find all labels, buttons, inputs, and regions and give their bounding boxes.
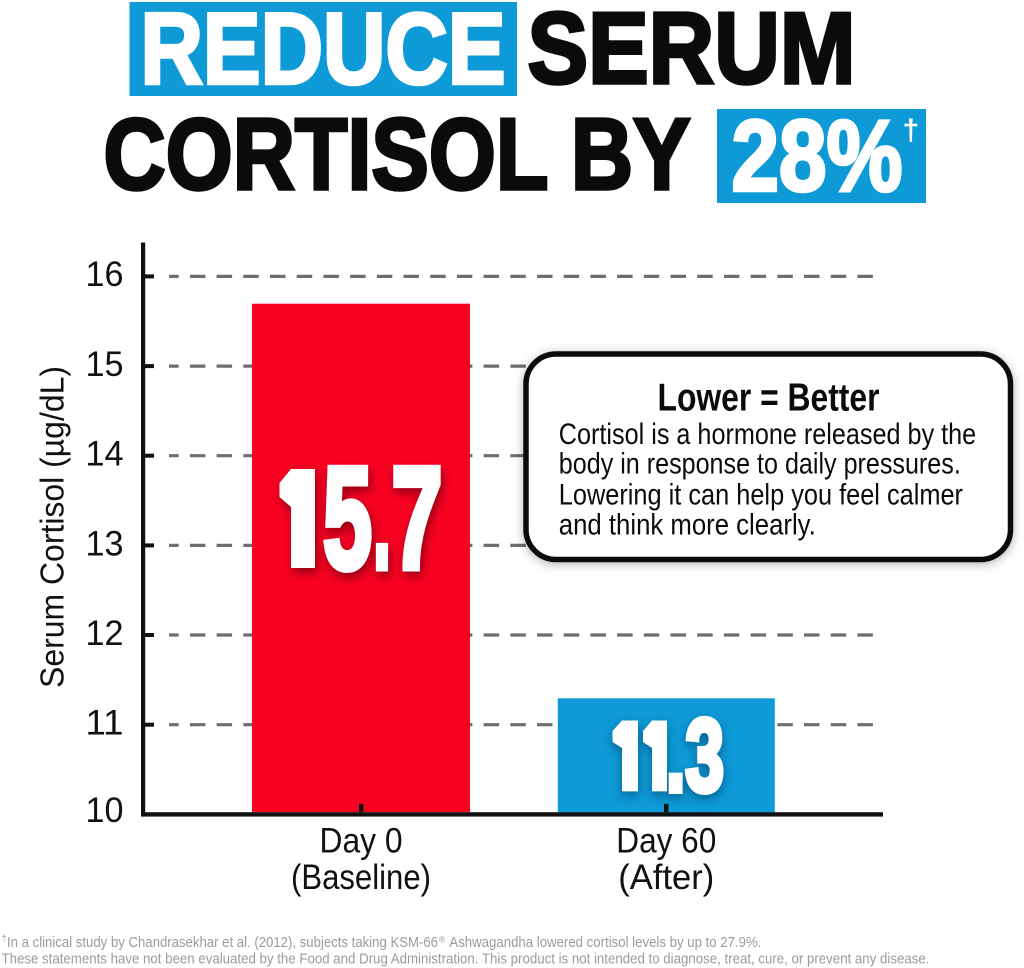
svg-text:Lowering it can help you feel: Lowering it can help you feel calmer [559,479,963,512]
svg-text:†: † [2,933,7,944]
svg-text:28%: 28% [732,101,903,213]
svg-text:15: 15 [86,345,124,384]
svg-text:10: 10 [86,791,124,830]
svg-text:.: . [373,437,391,599]
svg-text:and think more clearly.: and think more clearly. [559,509,816,542]
svg-text:SERUM: SERUM [528,0,856,105]
svg-text:®: ® [439,935,446,945]
svg-text:13: 13 [86,524,124,563]
svg-text:Day 0: Day 0 [320,822,403,861]
svg-text:Day 60: Day 60 [616,822,716,861]
svg-text:5: 5 [323,437,372,599]
svg-text:(After): (After) [618,858,714,897]
svg-text:body in response to daily pres: body in response to daily pressures. [559,448,961,481]
svg-text:These statements have not been: These statements have not been evaluated… [2,951,930,967]
svg-text:16: 16 [86,255,124,294]
svg-text:12: 12 [86,614,124,653]
svg-text:11: 11 [86,704,124,743]
svg-text:Cortisol is a hormone released: Cortisol is a hormone released by the [559,418,976,451]
svg-text:Serum Cortisol (µg/dL): Serum Cortisol (µg/dL) [33,366,70,688]
svg-text:Lower = Better: Lower = Better [658,377,880,420]
svg-text:.3: .3 [666,698,724,813]
svg-text:CORTISOL BY: CORTISOL BY [104,99,691,211]
svg-text:Ashwagandha lowered cortisol l: Ashwagandha lowered cortisol levels by u… [449,935,761,951]
svg-text:14: 14 [86,435,124,474]
svg-text:In a clinical study by Chandra: In a clinical study by Chandrasekhar et … [7,935,438,951]
svg-text:7: 7 [392,437,443,599]
svg-text:†: † [903,114,920,147]
svg-text:REDUCE: REDUCE [141,0,506,105]
svg-text:(Baseline): (Baseline) [291,858,431,897]
